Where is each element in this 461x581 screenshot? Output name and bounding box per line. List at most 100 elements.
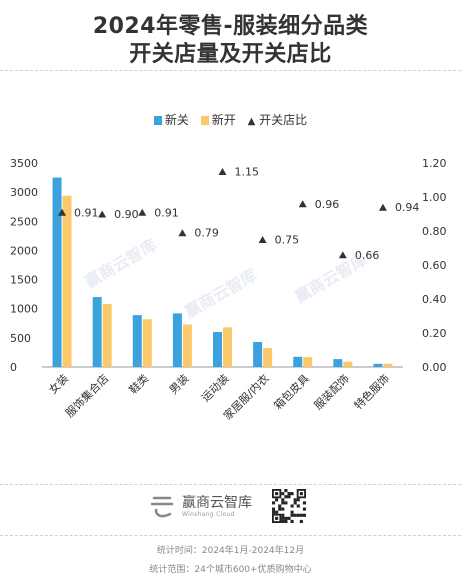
y-left-tick-label: 3000: [10, 186, 38, 199]
qr-module: [299, 492, 303, 496]
qr-module: [293, 513, 297, 517]
title-divider: [0, 70, 461, 71]
legend-swatch-open: [200, 116, 209, 125]
footer-divider-bottom: [0, 535, 461, 536]
brand-logo: 赢商云智库 Winshang Cloud: [148, 488, 268, 528]
qr-module: [272, 507, 276, 511]
ratio-marker: [378, 203, 387, 211]
qr-module: [290, 510, 294, 514]
qr-module: [299, 519, 303, 523]
qr-module: [272, 510, 276, 514]
legend-item-close: 新关: [153, 111, 189, 128]
x-tick-label: 运动装: [199, 372, 232, 405]
brand-logo-icon: [150, 496, 174, 518]
legend: 新关 新开 ▲ 开关店比: [0, 111, 461, 128]
footer-scope: 统计范围：24个城市600+优质购物中心: [149, 565, 312, 575]
qr-module: [281, 498, 285, 502]
y-left-tick-label: 3500: [10, 157, 38, 170]
qr-module: [287, 492, 291, 496]
qr-module: [302, 507, 306, 511]
bar-open: [182, 324, 192, 367]
brand-subtitle: Winshang Cloud: [182, 511, 235, 518]
ratio-marker: [178, 229, 187, 237]
legend-label-ratio: 开关店比: [259, 113, 308, 127]
qr-module: [290, 513, 294, 517]
qr-module: [278, 504, 282, 508]
y-right-tick-label: 0.60: [422, 259, 447, 272]
qr-module: [275, 492, 279, 496]
x-tick-label: 女装: [46, 371, 71, 396]
qr-code-icon: [272, 489, 306, 523]
ratio-marker: [58, 208, 67, 216]
ratio-data-label: 0.96: [315, 198, 340, 211]
legend-label-open: 新开: [211, 113, 236, 127]
bar-close: [52, 177, 62, 367]
ratio-marker: [98, 210, 107, 218]
y-left-tick-label: 0: [10, 361, 17, 374]
qr-module: [290, 492, 294, 496]
bar-close: [253, 341, 263, 367]
ratio-marker: [218, 168, 227, 175]
x-tick-label: 男装: [167, 372, 192, 397]
x-tick-label: 鞋类: [126, 371, 151, 396]
bar-close: [172, 313, 182, 367]
ratio-data-label: 0.66: [355, 249, 380, 262]
y-left-tick-label: 2000: [10, 244, 38, 257]
qr-module: [278, 507, 282, 511]
ratio-data-label: 0.94: [395, 201, 420, 214]
ratio-data-label: 0.90: [114, 208, 138, 221]
brand-name: 赢商云智库: [182, 495, 252, 511]
legend-item-ratio: ▲ 开关店比: [248, 111, 308, 128]
qr-module: [287, 516, 291, 520]
bar-close: [213, 332, 222, 367]
legend-swatch-close: [153, 116, 162, 125]
footer-period: 统计时间：2024年1月-2024年12月: [156, 546, 305, 556]
bar-close: [293, 356, 303, 367]
qr-module: [281, 501, 285, 505]
y-right-tick-label: 0.80: [422, 225, 447, 238]
qr-module: [302, 501, 306, 505]
qr-module: [275, 498, 279, 502]
y-right-tick-label: 1.00: [422, 191, 447, 204]
qr-module: [302, 513, 306, 517]
bar-open: [223, 327, 232, 367]
y-right-tick-label: 1.20: [422, 157, 447, 170]
ratio-marker: [298, 200, 307, 208]
x-tick-label: 服饰集合店: [62, 371, 111, 420]
x-tick-label: 特色服饰: [351, 371, 392, 412]
x-tick-label: 箱包皮具: [271, 371, 312, 412]
ratio-data-label: 0.91: [74, 206, 99, 219]
qr-module: [293, 498, 297, 502]
ratio-data-label: 0.75: [275, 234, 300, 247]
qr-module: [287, 495, 291, 499]
qr-module: [281, 513, 285, 517]
chart-area: 0 500 1000 1500 2000 2500 3000 3500 0.00 0.20 0.40…: [10, 157, 447, 423]
qr-module: [275, 516, 279, 520]
bar-close: [132, 315, 142, 367]
bar-close: [373, 363, 383, 367]
qr-module: [284, 501, 288, 505]
qr-module: [284, 495, 288, 499]
qr-module: [281, 519, 285, 523]
bar-open: [102, 304, 112, 367]
y-left-tick-label: 1000: [10, 303, 38, 316]
bar-close: [92, 297, 102, 367]
y-left-tick-label: 1500: [10, 274, 38, 287]
bar-close: [333, 359, 343, 367]
qr-module: [293, 501, 297, 505]
ratio-marker: [338, 251, 347, 259]
qr-module: [299, 513, 303, 517]
qr-module: [272, 501, 276, 505]
y-left-tick-label: 2500: [10, 215, 38, 228]
y-right-tick-label: 0.40: [422, 293, 447, 306]
ratio-data-label: 0.91: [154, 206, 179, 219]
qr-module: [281, 492, 285, 496]
ratio-data-label: 1.15: [235, 166, 260, 179]
legend-item-open: 新开: [200, 111, 236, 128]
ratio-marker: [258, 236, 267, 243]
qr-module: [284, 516, 288, 520]
qr-module: [290, 504, 294, 508]
bar-open: [142, 319, 152, 367]
chart-title-line2: 开关店量及开关店比: [129, 42, 332, 67]
qr-module: [284, 519, 288, 523]
